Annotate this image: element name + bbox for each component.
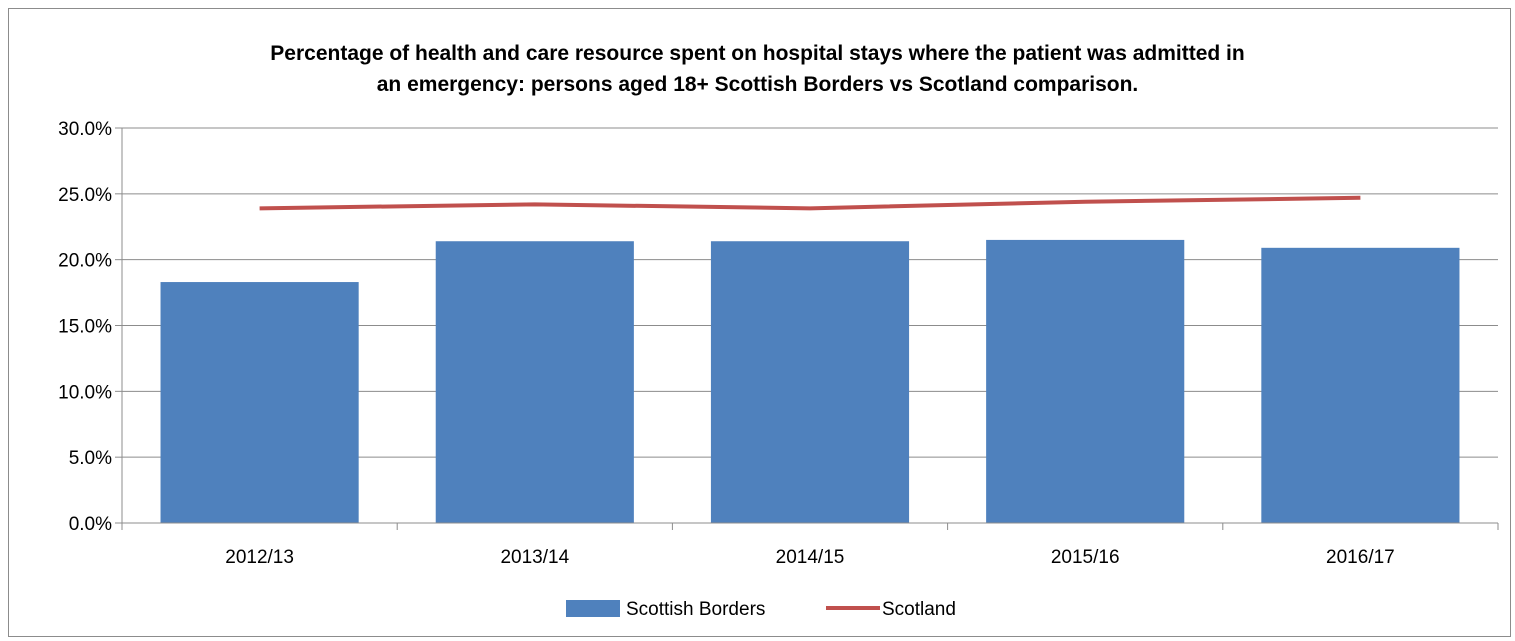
line-series: [259, 195, 1361, 211]
y-tick-label: 20.0%: [58, 251, 112, 272]
chart-title-line-2: an emergency: persons aged 18+ Scottish …: [376, 73, 1139, 96]
bar-2013-14: [435, 241, 634, 523]
y-axis-ticks: 0.0% 5.0% 10.0% 15.0% 20.0% 25.0% 30.0%: [58, 119, 122, 535]
x-tick-label: 2013/14: [500, 547, 569, 568]
x-axis-ticks: 2012/13 2013/14 2014/15 2015/16 2016/17: [121, 523, 1499, 568]
bar-2014-15: [710, 241, 910, 523]
y-tick-label: 25.0%: [58, 185, 112, 206]
legend-label-scottish-borders: Scottish Borders: [626, 599, 765, 620]
line-scotland: [259, 195, 1361, 211]
x-tick-label: 2015/16: [1051, 547, 1120, 568]
x-tick-label: 2014/15: [776, 547, 845, 568]
y-tick-label: 30.0%: [58, 119, 112, 140]
legend: Scottish Borders Scotland: [566, 599, 956, 620]
y-tick-label: 15.0%: [58, 317, 112, 338]
y-tick-label: 5.0%: [69, 448, 112, 469]
bar-2012-13: [160, 282, 359, 523]
y-tick-label: 0.0%: [69, 514, 112, 535]
chart-title-line-1: Percentage of health and care resource s…: [270, 42, 1245, 65]
legend-swatch-scottish-borders: [566, 600, 620, 617]
x-tick-label: 2012/13: [225, 547, 294, 568]
bar-2015-16: [986, 239, 1185, 523]
y-tick-label: 10.0%: [58, 382, 112, 403]
bar-series: [160, 239, 1460, 524]
legend-label-scotland: Scotland: [882, 599, 956, 620]
chart-title: Percentage of health and care resource s…: [0, 38, 1515, 100]
x-tick-label: 2016/17: [1326, 547, 1395, 568]
bar-2016-17: [1261, 247, 1460, 524]
